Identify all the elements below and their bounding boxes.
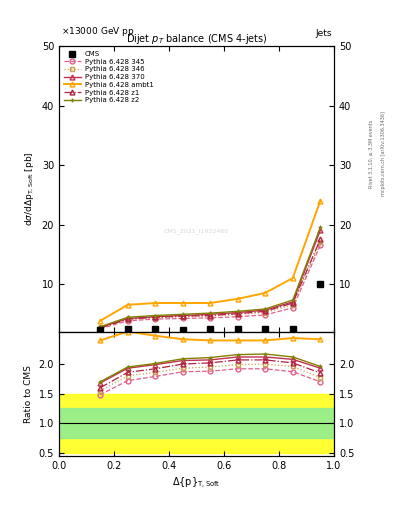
Text: CMS_2021_I1932460: CMS_2021_I1932460 bbox=[164, 229, 229, 234]
Bar bbox=[59, 409, 334, 438]
Y-axis label: Ratio to CMS: Ratio to CMS bbox=[24, 365, 33, 422]
Text: Rivet 3.1.10, ≥ 3.3M events: Rivet 3.1.10, ≥ 3.3M events bbox=[369, 119, 374, 188]
Text: Jets: Jets bbox=[316, 29, 332, 38]
X-axis label: $\Delta\{\rm p\}_{T,\rm Soft}$: $\Delta\{\rm p\}_{T,\rm Soft}$ bbox=[172, 476, 221, 491]
Title: Dijet $p_T$ balance (CMS 4-jets): Dijet $p_T$ balance (CMS 4-jets) bbox=[126, 32, 267, 46]
Text: $\times$13000 GeV pp: $\times$13000 GeV pp bbox=[61, 26, 134, 38]
Legend: CMS, Pythia 6.428 345, Pythia 6.428 346, Pythia 6.428 370, Pythia 6.428 ambt1, P: CMS, Pythia 6.428 345, Pythia 6.428 346,… bbox=[62, 50, 155, 105]
Text: mcplots.cern.ch [arXiv:1306.3436]: mcplots.cern.ch [arXiv:1306.3436] bbox=[381, 111, 386, 196]
Y-axis label: d$\sigma$/d$\Delta\rm{p}_{T,Soft}$ [pb]: d$\sigma$/d$\Delta\rm{p}_{T,Soft}$ [pb] bbox=[23, 152, 36, 226]
Bar bbox=[59, 394, 334, 453]
